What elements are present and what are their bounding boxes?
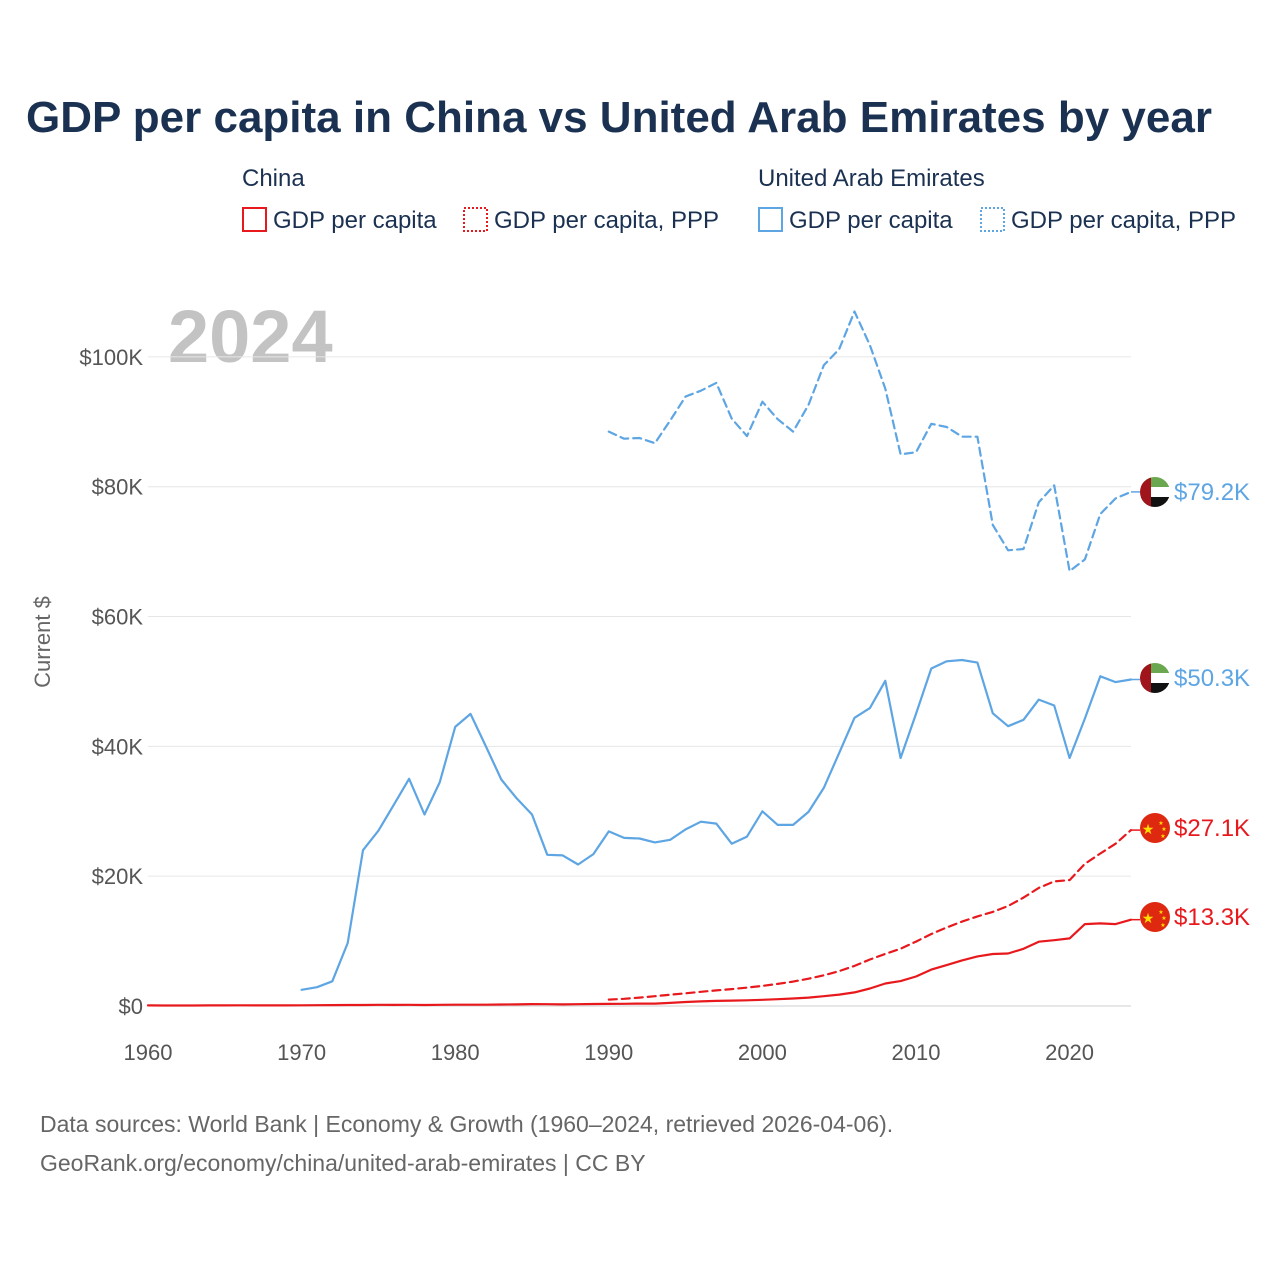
svg-text:★: ★ [1158, 909, 1163, 916]
y-tick-label: $100K [79, 345, 143, 370]
china-flag-icon: ★ ★ ★ ★ [1140, 813, 1170, 843]
x-tick-label: 1980 [431, 1040, 480, 1065]
x-axis-ticks: 1960 1970 1980 1990 2000 2010 2020 [124, 1040, 1095, 1065]
legend: China GDP per capita GDP per capita, PPP… [242, 165, 1236, 234]
svg-text:★: ★ [1142, 911, 1155, 927]
y-tick-label: $0 [119, 994, 143, 1019]
svg-text:★: ★ [1158, 820, 1163, 827]
grid [148, 356, 1131, 1007]
x-tick-label: 1970 [277, 1040, 326, 1065]
svg-text:★: ★ [1161, 826, 1166, 833]
end-label-china-ppp: $27.1K [1174, 815, 1250, 842]
x-tick-label: 2000 [738, 1040, 787, 1065]
svg-text:★: ★ [1161, 915, 1166, 922]
x-tick-label: 2020 [1045, 1040, 1094, 1065]
uae-flag-icon [1140, 477, 1170, 507]
legend-group-china: China [242, 165, 305, 192]
uae-flag-icon [1140, 663, 1170, 693]
svg-text:★: ★ [1142, 822, 1155, 838]
series-line-united-arab-emirates-gdp-per-capita [300, 658, 1133, 991]
series-lines [146, 310, 1133, 1007]
legend-swatch-uae-gdp [758, 207, 783, 232]
legend-group-uae: United Arab Emirates [758, 165, 985, 192]
legend-label-china-ppp: GDP per capita, PPP [494, 207, 719, 234]
end-label-uae-gdp: $50.3K [1174, 665, 1250, 692]
svg-text:★: ★ [1160, 833, 1165, 840]
y-tick-label: $80K [92, 475, 144, 500]
y-tick-label: $60K [92, 605, 144, 630]
legend-label-china-gdp: GDP per capita [273, 207, 437, 234]
x-tick-label: 1990 [584, 1040, 633, 1065]
series-line-united-arab-emirates-gdp-per-capita-ppp [607, 310, 1133, 573]
china-flag-icon: ★ ★ ★ ★ [1140, 902, 1170, 932]
series-endpoints [1131, 491, 1140, 921]
svg-text:★: ★ [1160, 922, 1165, 929]
y-axis-title: Current $ [30, 596, 55, 688]
source-line-2[interactable]: GeoRank.org/economy/china/united-arab-em… [40, 1150, 646, 1176]
series-line-china-gdp-per-capita-ppp [607, 828, 1133, 1001]
legend-label-uae-ppp: GDP per capita, PPP [1011, 207, 1236, 234]
legend-swatch-china-ppp [463, 207, 488, 232]
y-tick-label: $40K [92, 734, 144, 759]
x-tick-label: 2010 [891, 1040, 940, 1065]
series-line-china-gdp-per-capita [146, 918, 1133, 1007]
end-label-uae-ppp: $79.2K [1174, 479, 1250, 506]
x-tick-label: 1960 [124, 1040, 173, 1065]
legend-swatch-china-gdp [242, 207, 267, 232]
chart-title: GDP per capita in China vs United Arab E… [26, 93, 1212, 142]
year-watermark: 2024 [168, 295, 333, 378]
y-axis-ticks: $0 $20K $40K $60K $80K $100K [79, 345, 143, 1019]
y-tick-label: $20K [92, 864, 144, 889]
legend-label-uae-gdp: GDP per capita [789, 207, 953, 234]
end-label-china-gdp: $13.3K [1174, 904, 1250, 931]
source-line-1: Data sources: World Bank | Economy & Gro… [40, 1111, 893, 1137]
legend-swatch-uae-ppp [980, 207, 1005, 232]
